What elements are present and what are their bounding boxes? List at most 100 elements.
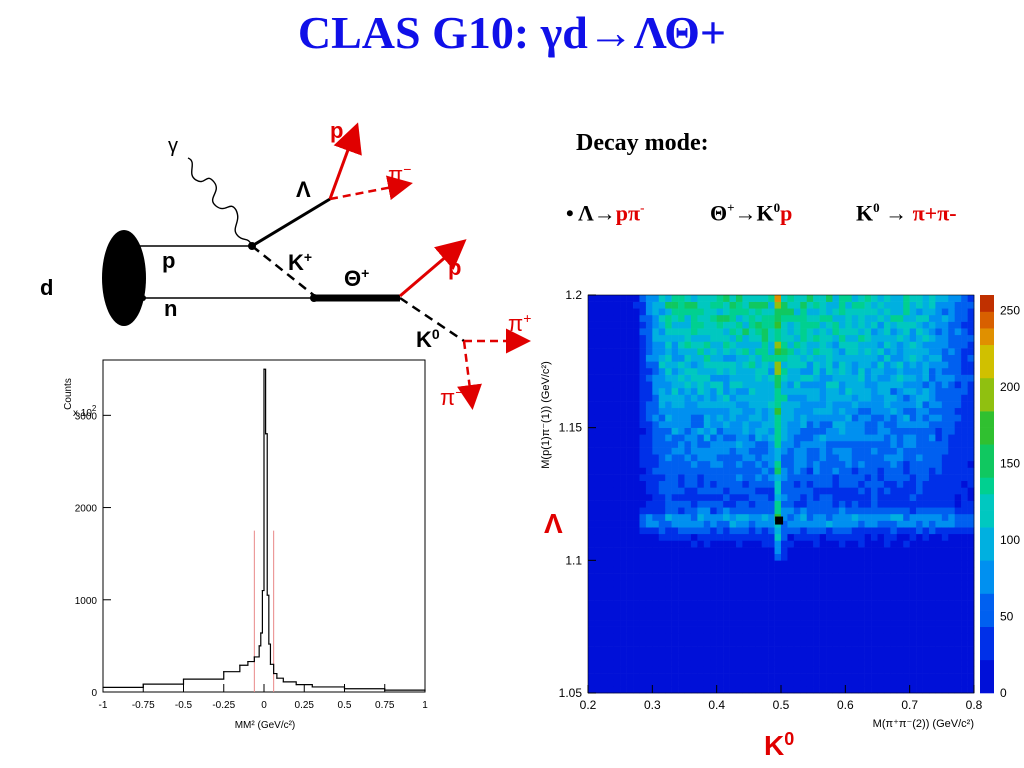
heat-cell (652, 361, 660, 369)
heat-cell (626, 686, 634, 694)
heat-cell (890, 314, 898, 322)
heat-cell (633, 454, 640, 462)
heat-cell (723, 533, 730, 541)
heat-cell (935, 600, 943, 608)
heat-cell (639, 295, 647, 302)
heat-cell (909, 474, 917, 482)
heat-cell (935, 487, 943, 495)
heat-cell (607, 487, 615, 495)
heat-cell (735, 626, 743, 634)
heat-cell (658, 666, 666, 674)
heat-cell (755, 407, 762, 415)
heat-cell (948, 454, 955, 462)
heat-cell (832, 414, 840, 422)
heat-cell (678, 686, 685, 694)
heat-cell (703, 314, 711, 322)
heat-cell (838, 606, 846, 614)
heat-cell (896, 513, 904, 521)
heat-cell (588, 566, 595, 574)
heat-cell (819, 553, 827, 561)
heat-cell (903, 653, 910, 661)
heat-cell (928, 507, 936, 515)
heat-cell (729, 573, 737, 581)
heat-cell (742, 434, 750, 442)
heat-cell (781, 407, 788, 415)
heat-cell (909, 573, 917, 581)
heat-cell (793, 414, 801, 422)
heat-cell (723, 447, 730, 455)
heat-cell (613, 421, 621, 428)
heat-cell (922, 361, 930, 369)
heat-cell (716, 348, 724, 355)
heat-cell (600, 573, 608, 581)
heat-cell (716, 367, 724, 375)
heat-cell (954, 407, 962, 415)
heat-cell (703, 593, 711, 601)
heat-cell (851, 507, 859, 515)
heat-cell (832, 547, 840, 554)
heat-cell (806, 348, 814, 355)
heat-cell (922, 348, 930, 355)
heat-cell (729, 533, 737, 541)
heat-cell (639, 507, 647, 515)
heat-cell (665, 533, 672, 541)
heat-cell (838, 387, 846, 395)
heat-cell (832, 341, 840, 349)
heat-cell (639, 580, 647, 588)
heat-cell (916, 421, 923, 428)
heat-cell (813, 401, 820, 409)
heat-cell (961, 387, 968, 395)
heat-cell (800, 520, 808, 528)
heat-cell (607, 673, 615, 681)
heat-cell (594, 454, 602, 462)
heat-cell (626, 606, 634, 614)
heat-cell (890, 374, 898, 382)
heat-cell (761, 673, 769, 681)
heat-cell (948, 566, 955, 574)
heat-cell (806, 540, 814, 548)
heat-cell (774, 527, 782, 535)
heat-cell (748, 328, 756, 336)
heat-cell (916, 387, 923, 395)
palette-swatch (980, 444, 994, 462)
heat-cell (633, 560, 640, 568)
heat-cell (838, 454, 846, 462)
heat-cell (819, 374, 827, 382)
heat-cell (903, 480, 910, 488)
heat-cell (735, 507, 743, 515)
heat-cell (678, 467, 685, 475)
heat-cell (961, 440, 968, 448)
heat-cell (922, 474, 930, 482)
heat-cell (768, 580, 775, 588)
heat-cell (652, 606, 660, 614)
hist-y-tick-label: 2000 (75, 504, 98, 515)
heat-cell (658, 580, 666, 588)
heat-cell (645, 527, 653, 535)
heat-cell (633, 573, 640, 581)
heat-cell (716, 533, 724, 541)
heat-cell (742, 659, 750, 667)
heat-cell (588, 500, 595, 508)
heat-cell (922, 460, 930, 468)
heat-cell (716, 520, 724, 528)
heat-cell (826, 334, 833, 342)
heat-cell (626, 460, 634, 468)
heat-cell (600, 586, 608, 594)
heat-cell (813, 620, 820, 627)
heat-cell (626, 666, 634, 674)
heat-cell (768, 387, 775, 395)
heat-cell (703, 620, 711, 627)
heat-cell (748, 560, 756, 568)
heat-cell (729, 653, 737, 661)
heat-cell (729, 513, 737, 521)
heat-cell (626, 414, 634, 422)
heat-cell (735, 620, 743, 627)
heat-cell (793, 480, 801, 488)
heat-cell (813, 513, 820, 521)
heat-cell (645, 314, 653, 322)
heat-cell (967, 513, 975, 521)
heat-cell (871, 427, 878, 435)
heat-cell (735, 533, 743, 541)
heat-cell (877, 367, 885, 375)
heat-cell (703, 341, 711, 349)
